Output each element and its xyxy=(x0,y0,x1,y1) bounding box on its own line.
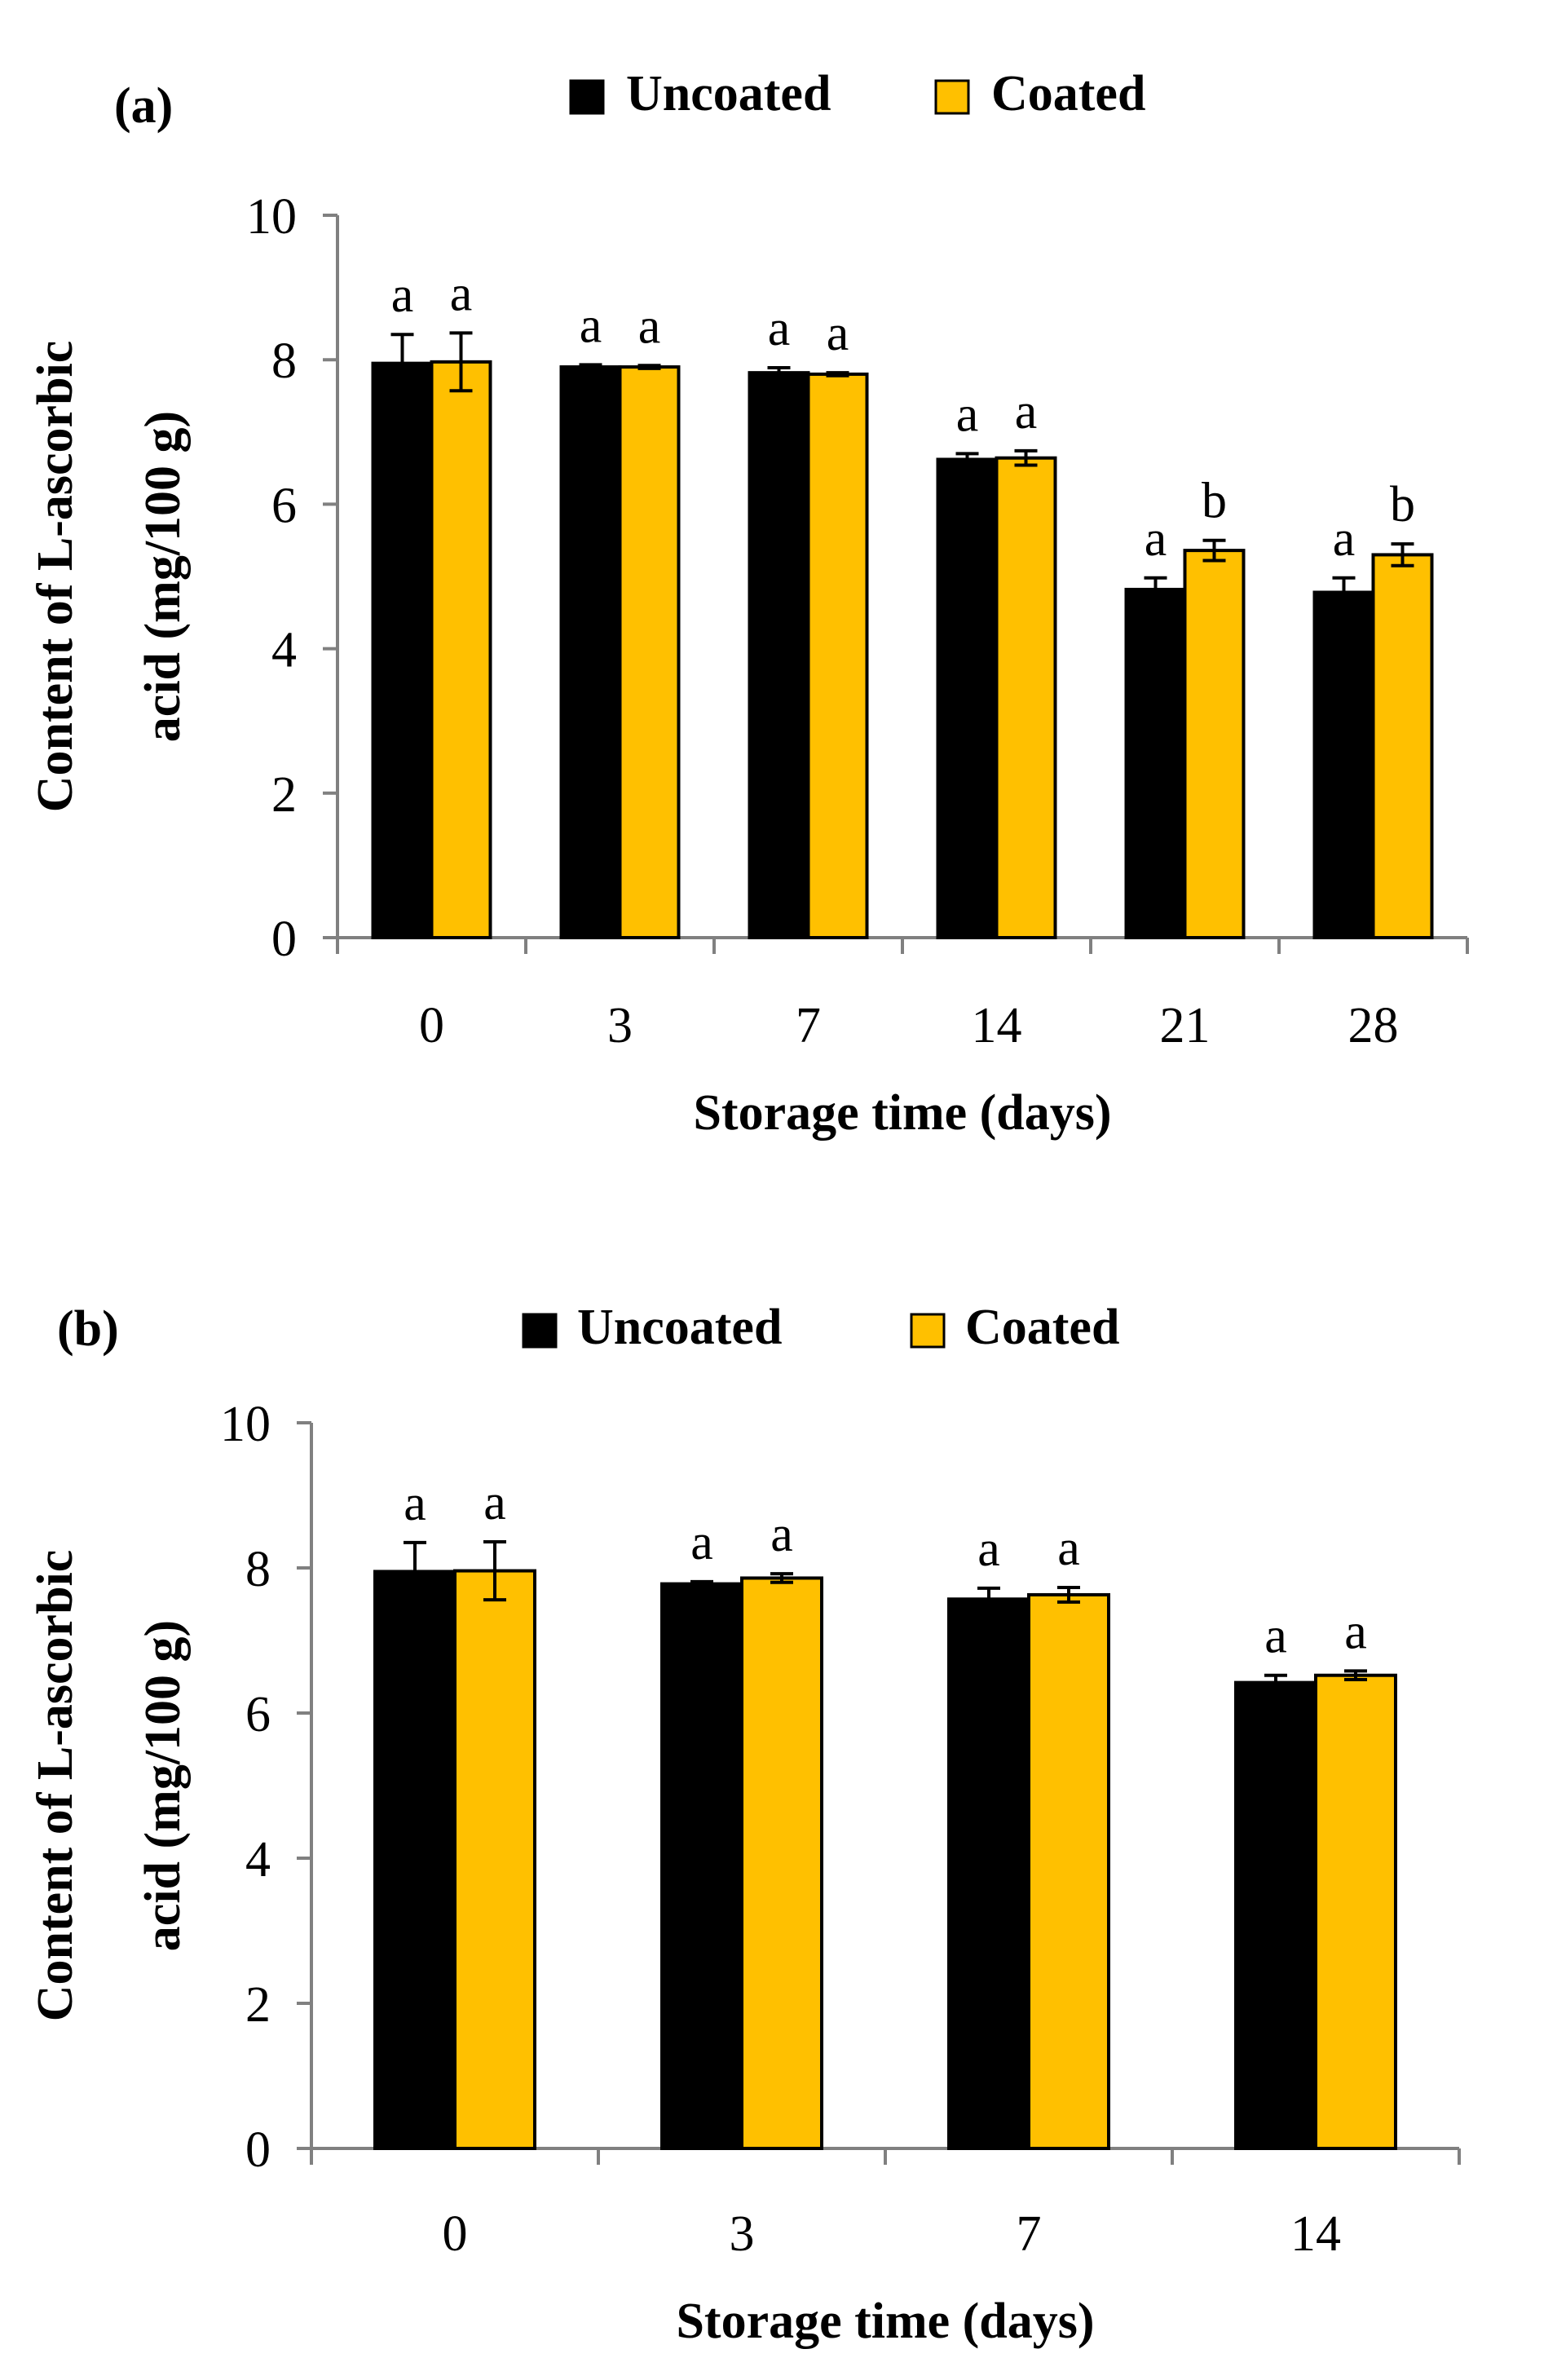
significance-label: a xyxy=(1344,1604,1367,1659)
legend-swatch-uncoated xyxy=(522,1313,558,1349)
x-axis-title: Storage time (days) xyxy=(693,1085,1111,1141)
bar-uncoated-day-14 xyxy=(1234,1680,1317,2151)
y-axis-title-line-1: Content of L-ascorbic xyxy=(28,1550,83,2022)
bar-coated-day-28 xyxy=(1371,553,1434,939)
significance-label: a xyxy=(483,1475,506,1530)
y-tick-label: 4 xyxy=(271,623,297,678)
x-tick-label: 7 xyxy=(1017,2206,1042,2262)
significance-label: b xyxy=(1202,474,1227,529)
bar-uncoated-day-7 xyxy=(748,371,810,939)
y-axis-title-line-1: Content of L-ascorbic xyxy=(28,341,83,813)
bar-uncoated-day-14 xyxy=(936,457,999,939)
significance-label: a xyxy=(580,298,602,353)
significance-label: a xyxy=(690,1515,713,1570)
x-tick-label: 28 xyxy=(1348,998,1399,1053)
bar-coated-day-7 xyxy=(806,372,869,940)
significance-label: a xyxy=(977,1521,1000,1577)
x-tick-label: 0 xyxy=(419,998,444,1053)
bar-uncoated-day-3 xyxy=(660,1582,743,2150)
legend-swatch-coated xyxy=(910,1313,946,1349)
legend-label-coated: Coated xyxy=(991,66,1145,121)
significance-label: a xyxy=(404,1476,426,1531)
x-tick-label: 3 xyxy=(730,2206,755,2262)
bar-coated-day-0 xyxy=(430,360,492,940)
y-axis-title-line-2: acid (mg/100 g) xyxy=(135,1620,191,1951)
legend-label-coated: Coated xyxy=(965,1300,1119,1355)
bar-coated-day-3 xyxy=(618,365,681,939)
y-tick-label: 8 xyxy=(271,333,297,389)
y-tick-label: 6 xyxy=(271,478,297,533)
significance-label: a xyxy=(391,267,414,323)
legend-swatch-uncoated xyxy=(569,79,605,115)
y-tick-label: 0 xyxy=(245,2122,271,2178)
chart-panel-b: (b) Uncoated Coated Content of L-ascorbic ac… xyxy=(28,1300,1461,2349)
significance-label: a xyxy=(638,298,661,354)
significance-label: a xyxy=(450,266,473,321)
bar-uncoated-day-28 xyxy=(1312,590,1375,939)
y-tick-label: 2 xyxy=(271,767,297,823)
panel-label: (a) xyxy=(114,78,173,134)
bar-coated-day-14 xyxy=(1314,1673,1397,2150)
significance-label: a xyxy=(1057,1521,1080,1576)
significance-label: a xyxy=(1264,1609,1287,1664)
bar-uncoated-day-0 xyxy=(373,1570,457,2150)
x-tick-label: 14 xyxy=(1290,2206,1341,2262)
bar-coated-day-7 xyxy=(1027,1592,1110,2151)
y-tick-label: 6 xyxy=(245,1687,271,1742)
bar-coated-day-0 xyxy=(453,1569,536,2151)
y-tick-label: 10 xyxy=(220,1397,271,1452)
bar-uncoated-day-3 xyxy=(559,365,622,939)
bar-coated-day-14 xyxy=(995,456,1057,939)
chart-panel-a: (a) Uncoated Coated Content of L-ascorbic ac… xyxy=(28,66,1469,1141)
y-axis-title-line-2: acid (mg/100 g) xyxy=(135,411,191,742)
significance-label: a xyxy=(956,386,979,442)
significance-label: a xyxy=(1015,384,1038,439)
legend-swatch-coated xyxy=(934,79,970,115)
x-axis-title: Storage time (days) xyxy=(676,2294,1094,2349)
x-tick-label: 3 xyxy=(607,998,633,1053)
panel-label: (b) xyxy=(57,1301,119,1357)
legend-label-uncoated: Uncoated xyxy=(577,1300,782,1355)
y-tick-label: 8 xyxy=(245,1542,271,1597)
x-tick-label: 21 xyxy=(1160,998,1211,1053)
bar-uncoated-day-7 xyxy=(947,1597,1030,2150)
significance-label: a xyxy=(1145,511,1167,567)
bar-uncoated-day-0 xyxy=(371,361,434,939)
bar-uncoated-day-21 xyxy=(1124,587,1187,939)
significance-label: b xyxy=(1390,477,1415,532)
y-tick-label: 4 xyxy=(245,1832,271,1888)
y-tick-label: 0 xyxy=(271,912,297,967)
bar-coated-day-3 xyxy=(740,1576,823,2150)
x-tick-label: 0 xyxy=(443,2206,468,2262)
y-tick-label: 2 xyxy=(245,1977,271,2033)
y-tick-label: 10 xyxy=(246,189,297,245)
bar-coated-day-21 xyxy=(1183,549,1246,939)
significance-label: a xyxy=(768,301,791,356)
significance-label: a xyxy=(770,1507,793,1562)
x-tick-label: 7 xyxy=(796,998,821,1053)
significance-label: a xyxy=(827,306,849,361)
x-tick-label: 14 xyxy=(972,998,1022,1053)
legend-label-uncoated: Uncoated xyxy=(626,66,831,121)
significance-label: a xyxy=(1333,511,1356,567)
